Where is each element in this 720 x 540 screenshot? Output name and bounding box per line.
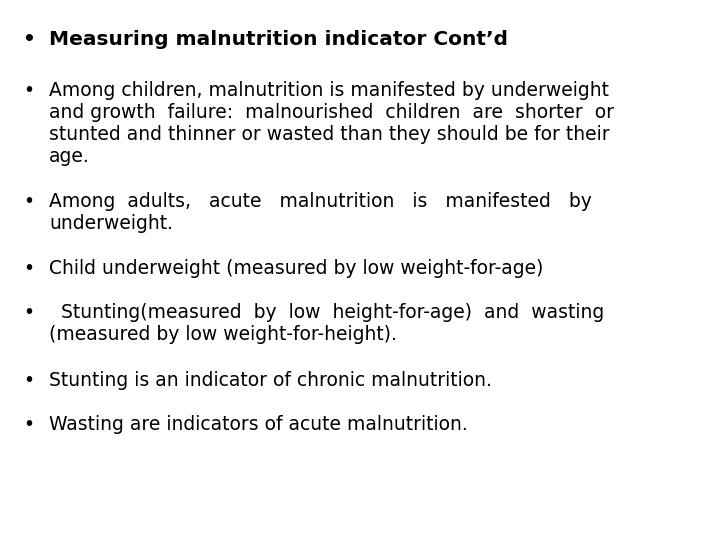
Text: Stunting(measured  by  low  height-for-age)  and  wasting
(measured by low weigh: Stunting(measured by low height-for-age)… — [49, 303, 604, 345]
Text: Among  adults,   acute   malnutrition   is   manifested   by
underweight.: Among adults, acute malnutrition is mani… — [49, 192, 592, 233]
Text: •: • — [23, 259, 35, 278]
Text: •: • — [23, 415, 35, 434]
Text: •: • — [22, 30, 35, 49]
Text: Among children, malnutrition is manifested by underweight
and growth  failure:  : Among children, malnutrition is manifest… — [49, 81, 614, 166]
Text: Wasting are indicators of acute malnutrition.: Wasting are indicators of acute malnutri… — [49, 415, 468, 434]
Text: •: • — [23, 192, 35, 211]
Text: •: • — [23, 371, 35, 390]
Text: Child underweight (measured by low weight-for-age): Child underweight (measured by low weigh… — [49, 259, 544, 278]
Text: Measuring malnutrition indicator Cont’d: Measuring malnutrition indicator Cont’d — [49, 30, 508, 49]
Text: •: • — [23, 303, 35, 322]
Text: •: • — [23, 81, 35, 100]
Text: Stunting is an indicator of chronic malnutrition.: Stunting is an indicator of chronic maln… — [49, 371, 492, 390]
